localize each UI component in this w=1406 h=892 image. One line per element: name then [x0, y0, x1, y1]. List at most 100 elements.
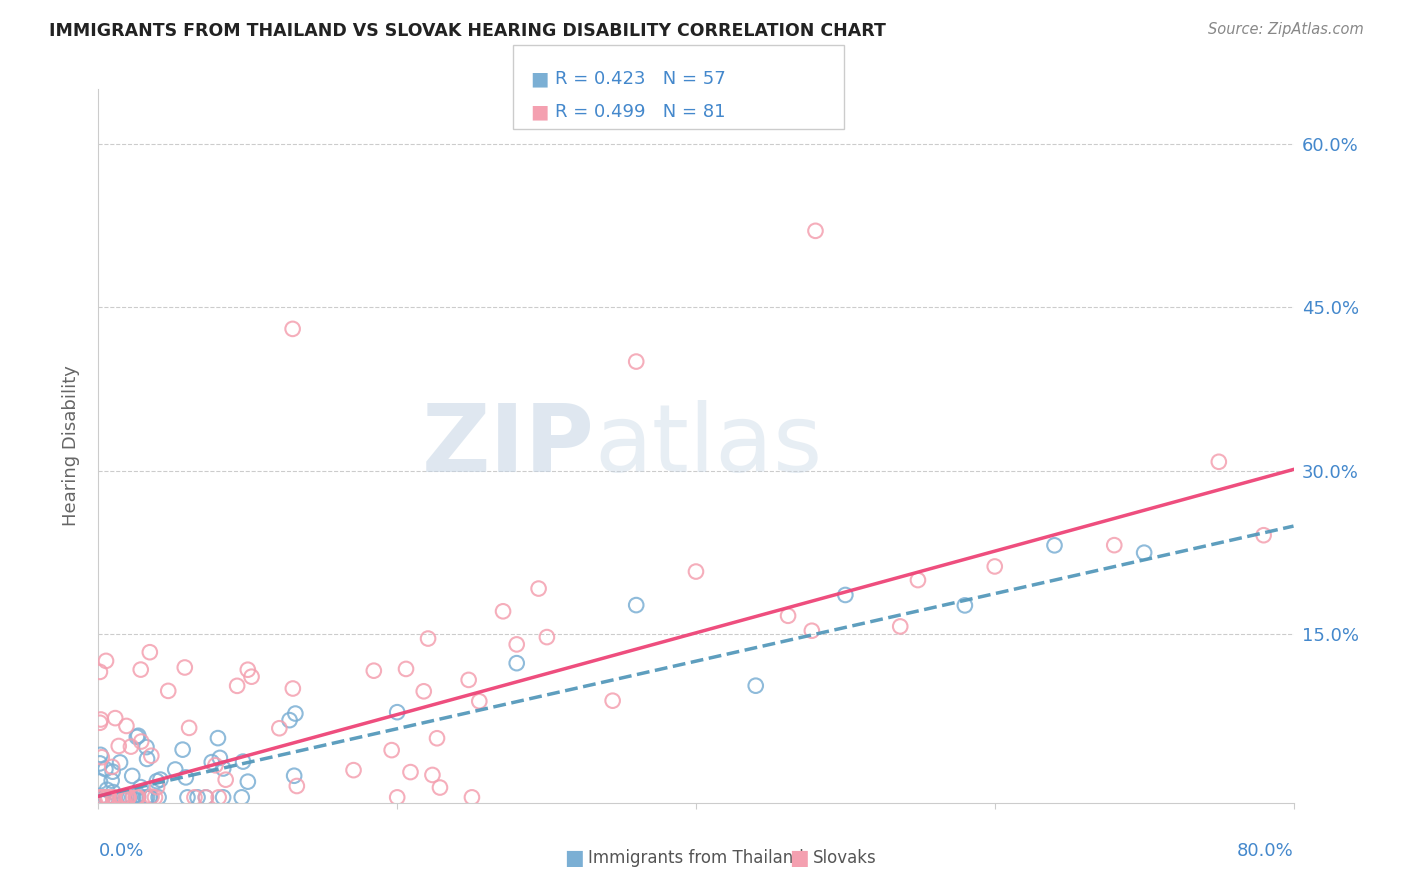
- Text: ZIP: ZIP: [422, 400, 595, 492]
- Point: [112, 790, 135, 805]
- Point: [143, 790, 166, 805]
- Point: [426, 731, 449, 746]
- Point: [745, 679, 768, 693]
- Point: [129, 780, 152, 794]
- Point: [97, 790, 120, 805]
- Point: [101, 790, 124, 805]
- Point: [953, 599, 976, 613]
- Point: [626, 354, 648, 368]
- Point: [129, 734, 152, 748]
- Point: [468, 694, 491, 708]
- Point: [285, 779, 308, 793]
- Point: [89, 715, 111, 730]
- Point: [385, 705, 409, 719]
- Point: [527, 582, 550, 596]
- Point: [91, 790, 114, 805]
- Point: [136, 752, 159, 766]
- Point: [127, 790, 149, 805]
- Point: [602, 694, 624, 708]
- Point: [174, 771, 197, 785]
- Point: [96, 790, 118, 805]
- Y-axis label: Hearing Disability: Hearing Disability: [62, 366, 80, 526]
- Text: ■: ■: [564, 848, 583, 868]
- Point: [208, 751, 231, 765]
- Point: [183, 790, 205, 805]
- Point: [269, 721, 291, 735]
- Point: [117, 790, 139, 805]
- Point: [121, 769, 143, 783]
- Point: [96, 790, 118, 805]
- Point: [804, 224, 827, 238]
- Point: [141, 748, 163, 763]
- Point: [157, 684, 180, 698]
- Point: [381, 743, 404, 757]
- Point: [149, 772, 172, 787]
- Text: R = 0.423   N = 57: R = 0.423 N = 57: [555, 70, 725, 87]
- Point: [1253, 528, 1275, 542]
- Point: [536, 630, 558, 644]
- Point: [201, 755, 224, 769]
- Point: [115, 719, 138, 733]
- Point: [139, 790, 162, 805]
- Point: [165, 763, 187, 777]
- Point: [281, 322, 304, 336]
- Point: [231, 790, 253, 805]
- Point: [141, 789, 163, 804]
- Point: [139, 790, 162, 805]
- Point: [281, 681, 304, 696]
- Point: [207, 731, 229, 745]
- Point: [89, 790, 111, 805]
- Point: [776, 608, 799, 623]
- Point: [125, 730, 148, 744]
- Point: [111, 790, 134, 805]
- Point: [889, 619, 911, 633]
- Text: IMMIGRANTS FROM THAILAND VS SLOVAK HEARING DISABILITY CORRELATION CHART: IMMIGRANTS FROM THAILAND VS SLOVAK HEARI…: [49, 22, 886, 40]
- Point: [125, 790, 148, 805]
- Point: [204, 758, 226, 772]
- Point: [283, 769, 305, 783]
- Point: [146, 774, 169, 789]
- Text: atlas: atlas: [595, 400, 823, 492]
- Point: [907, 573, 929, 587]
- Point: [127, 729, 149, 743]
- Point: [127, 788, 149, 802]
- Point: [834, 588, 856, 602]
- Point: [91, 790, 114, 805]
- Point: [89, 665, 111, 679]
- Point: [226, 679, 249, 693]
- Point: [186, 790, 208, 805]
- Point: [104, 711, 127, 725]
- Point: [1133, 546, 1156, 560]
- Point: [89, 756, 111, 771]
- Point: [194, 790, 217, 805]
- Point: [101, 764, 124, 779]
- Point: [172, 742, 194, 756]
- Text: Slovaks: Slovaks: [813, 849, 876, 867]
- Point: [115, 790, 138, 805]
- Point: [118, 790, 141, 805]
- Text: Source: ZipAtlas.com: Source: ZipAtlas.com: [1208, 22, 1364, 37]
- Point: [89, 774, 111, 789]
- Point: [215, 772, 238, 787]
- Point: [461, 790, 484, 805]
- Point: [120, 739, 142, 754]
- Point: [208, 790, 231, 805]
- Point: [94, 790, 117, 805]
- Text: 80.0%: 80.0%: [1237, 842, 1294, 860]
- Point: [800, 624, 823, 638]
- Point: [136, 790, 159, 805]
- Point: [176, 790, 198, 805]
- Point: [103, 790, 125, 805]
- Point: [135, 790, 157, 805]
- Point: [146, 780, 169, 795]
- Point: [416, 632, 439, 646]
- Point: [127, 790, 149, 805]
- Point: [412, 684, 434, 698]
- Point: [114, 790, 136, 805]
- Point: [111, 790, 134, 805]
- Point: [90, 750, 112, 764]
- Point: [395, 662, 418, 676]
- Point: [173, 660, 195, 674]
- Point: [236, 774, 259, 789]
- Text: Immigrants from Thailand: Immigrants from Thailand: [588, 849, 803, 867]
